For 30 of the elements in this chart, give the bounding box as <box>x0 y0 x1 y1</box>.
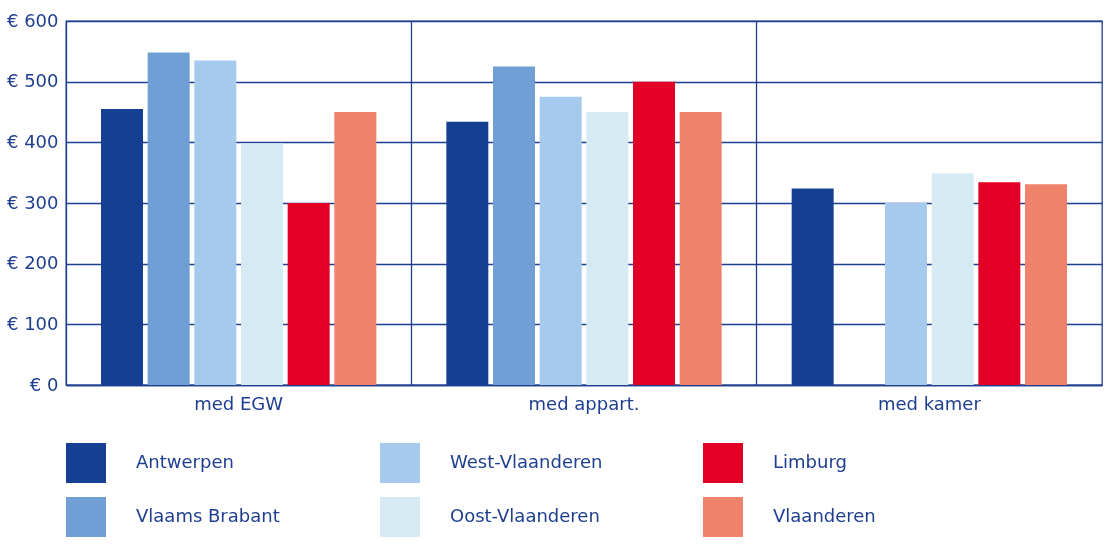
legend-label: Limburg <box>773 451 847 472</box>
bar <box>493 66 535 385</box>
legend-label: Oost-Vlaanderen <box>450 505 600 526</box>
y-tick-label: € 100 <box>6 312 59 334</box>
x-tick-label: med EGW <box>194 392 284 414</box>
bar <box>194 60 237 385</box>
bar <box>885 203 927 385</box>
bar <box>1025 184 1067 385</box>
bar <box>241 143 283 385</box>
x-tick-label: med kamer <box>877 392 982 414</box>
bar <box>147 52 190 385</box>
bar <box>287 203 330 385</box>
x-tick-label: med appart. <box>528 392 640 414</box>
bar <box>539 96 582 385</box>
bar <box>586 112 629 385</box>
y-tick-label: € 0 <box>29 373 59 395</box>
y-tick-label: € 200 <box>6 252 59 274</box>
bar <box>931 173 974 385</box>
legend-label: Vlaams Brabant <box>136 505 280 526</box>
legend-label: Antwerpen <box>136 451 234 472</box>
legend-label: West-Vlaanderen <box>450 451 603 472</box>
bar <box>334 112 377 385</box>
legend-label: Vlaanderen <box>773 505 876 526</box>
y-tick-label: € 300 <box>6 191 59 213</box>
y-tick-label: € 400 <box>6 130 59 152</box>
y-tick-label: € 500 <box>6 70 59 92</box>
bar <box>633 81 675 385</box>
bar <box>679 112 722 385</box>
bar <box>978 182 1021 385</box>
y-tick-label: € 600 <box>6 9 59 31</box>
